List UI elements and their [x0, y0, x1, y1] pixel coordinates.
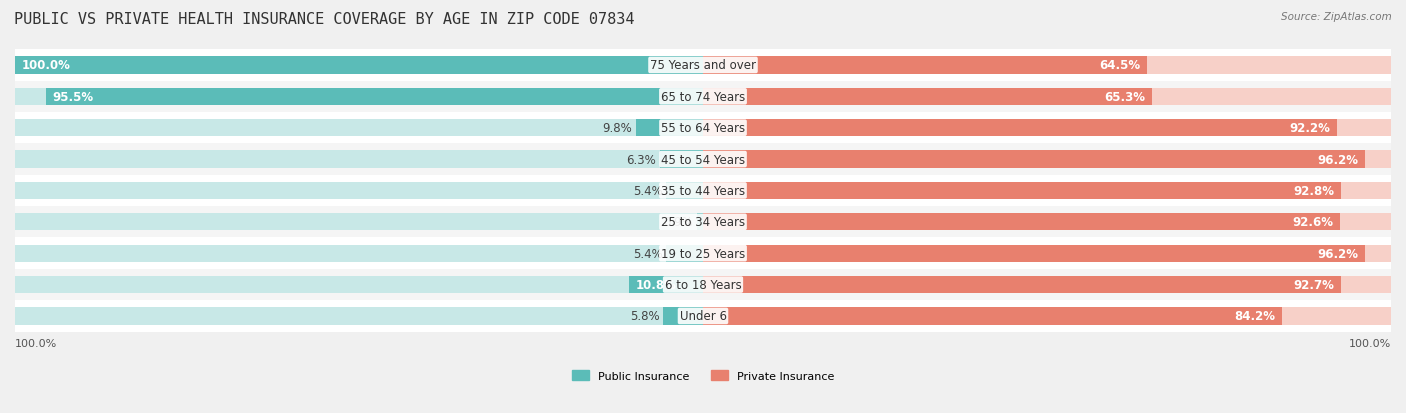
Text: 92.6%: 92.6%	[1292, 216, 1333, 229]
Text: 64.5%: 64.5%	[1098, 59, 1140, 72]
Text: 75 Years and over: 75 Years and over	[650, 59, 756, 72]
Bar	[15, 57, 703, 74]
Text: 96.2%: 96.2%	[1317, 247, 1358, 260]
Bar	[15, 120, 703, 137]
Bar	[15, 88, 703, 106]
Bar	[15, 276, 703, 294]
Text: 6.3%: 6.3%	[627, 153, 657, 166]
Bar	[703, 120, 1337, 137]
Bar	[15, 308, 703, 325]
Bar	[15, 176, 1391, 206]
Bar	[703, 151, 1391, 168]
Bar	[15, 81, 1391, 113]
Text: 25 to 34 Years: 25 to 34 Years	[661, 216, 745, 229]
Text: 84.2%: 84.2%	[1234, 310, 1275, 323]
Bar	[666, 245, 703, 262]
Bar	[703, 88, 1153, 106]
Bar	[703, 151, 1365, 168]
Bar	[666, 183, 703, 199]
Bar	[703, 276, 1391, 294]
Text: 10.8%: 10.8%	[636, 278, 676, 291]
Bar	[703, 183, 1341, 199]
Text: 9.8%: 9.8%	[602, 122, 633, 135]
Bar	[703, 57, 1147, 74]
Bar	[15, 113, 1391, 144]
Bar	[15, 206, 1391, 238]
Text: PUBLIC VS PRIVATE HEALTH INSURANCE COVERAGE BY AGE IN ZIP CODE 07834: PUBLIC VS PRIVATE HEALTH INSURANCE COVER…	[14, 12, 634, 27]
Bar	[15, 214, 703, 231]
Text: 19 to 25 Years: 19 to 25 Years	[661, 247, 745, 260]
Bar	[703, 245, 1391, 262]
Bar	[703, 120, 1391, 137]
Text: 65.3%: 65.3%	[1104, 90, 1146, 104]
Text: 95.5%: 95.5%	[53, 90, 94, 104]
Text: 100.0%: 100.0%	[1348, 338, 1391, 348]
Bar	[664, 308, 703, 325]
Bar	[636, 120, 703, 137]
Bar	[15, 50, 1391, 81]
Text: 100.0%: 100.0%	[22, 59, 70, 72]
Bar	[703, 308, 1282, 325]
Text: 35 to 44 Years: 35 to 44 Years	[661, 185, 745, 197]
Bar	[15, 269, 1391, 301]
Bar	[15, 151, 703, 168]
Bar	[703, 214, 1340, 231]
Text: 100.0%: 100.0%	[15, 338, 58, 348]
Text: Under 6: Under 6	[679, 310, 727, 323]
Bar	[15, 238, 1391, 269]
Text: 0.9%: 0.9%	[664, 216, 693, 229]
Text: 55 to 64 Years: 55 to 64 Years	[661, 122, 745, 135]
Bar	[628, 276, 703, 294]
Text: 5.4%: 5.4%	[633, 247, 662, 260]
Text: 5.4%: 5.4%	[633, 185, 662, 197]
Bar	[15, 245, 703, 262]
Bar	[46, 88, 703, 106]
Bar	[15, 301, 1391, 332]
Bar	[697, 214, 703, 231]
Bar	[703, 245, 1365, 262]
Bar	[15, 183, 703, 199]
Text: 96.2%: 96.2%	[1317, 153, 1358, 166]
Bar	[15, 144, 1391, 176]
Text: 92.2%: 92.2%	[1289, 122, 1330, 135]
Text: 65 to 74 Years: 65 to 74 Years	[661, 90, 745, 104]
Bar	[703, 57, 1391, 74]
Bar	[703, 183, 1391, 199]
Text: Source: ZipAtlas.com: Source: ZipAtlas.com	[1281, 12, 1392, 22]
Text: 45 to 54 Years: 45 to 54 Years	[661, 153, 745, 166]
Text: 92.8%: 92.8%	[1294, 185, 1334, 197]
Bar	[659, 151, 703, 168]
Bar	[703, 276, 1341, 294]
Legend: Public Insurance, Private Insurance: Public Insurance, Private Insurance	[568, 366, 838, 385]
Bar	[703, 214, 1391, 231]
Text: 6 to 18 Years: 6 to 18 Years	[665, 278, 741, 291]
Text: 5.8%: 5.8%	[630, 310, 659, 323]
Text: 92.7%: 92.7%	[1294, 278, 1334, 291]
Bar	[703, 308, 1391, 325]
Bar	[703, 88, 1391, 106]
Bar	[15, 57, 703, 74]
